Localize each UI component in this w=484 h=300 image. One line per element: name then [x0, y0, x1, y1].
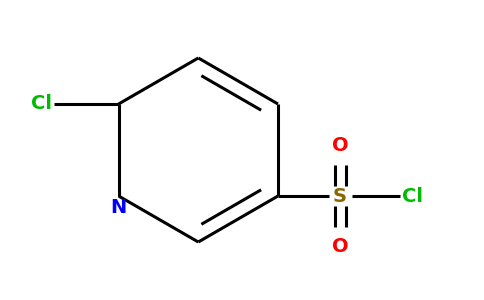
- Text: N: N: [110, 198, 127, 217]
- Text: S: S: [333, 187, 347, 206]
- Text: O: O: [332, 237, 348, 256]
- Text: Cl: Cl: [31, 94, 52, 113]
- Text: O: O: [332, 136, 348, 154]
- Text: Cl: Cl: [402, 187, 423, 206]
